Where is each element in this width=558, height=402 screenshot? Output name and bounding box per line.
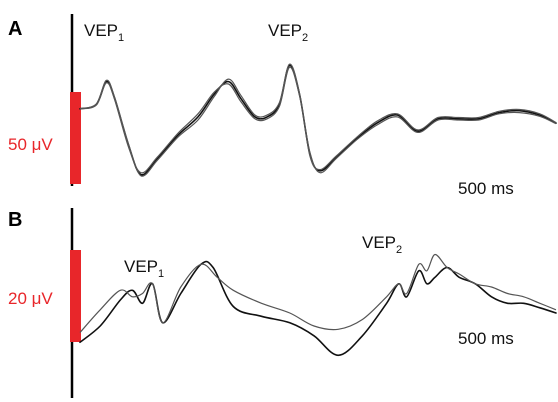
panel-b-scale-label: 20 μV (8, 289, 53, 308)
panel-a-traces (79, 63, 557, 177)
panel-a-scale-label: 50 μV (8, 135, 53, 154)
panel-a-time-label: 500 ms (458, 179, 514, 198)
panel-a-trace-1 (79, 64, 557, 176)
panel-a-vep1-label: VEP1 (84, 21, 124, 44)
panel-a-vep2-label: VEP2 (268, 21, 308, 44)
panel-b-vep2-label: VEP2 (362, 233, 402, 256)
panel-b-trace-2 (79, 253, 557, 333)
panel-b-vep1-label: VEP1 (124, 257, 164, 280)
panel-b: B 20 μV VEP1 VEP2 500 ms (8, 208, 557, 398)
panel-b-time-label: 500 ms (458, 329, 514, 348)
panel-a: A 50 μV VEP1 VEP2 500 ms (8, 14, 557, 198)
panel-b-scale-bar (70, 250, 81, 342)
panel-a-letter: A (8, 18, 22, 40)
panel-a-scale-bar (70, 92, 81, 184)
panel-a-trace-2 (79, 66, 557, 174)
panel-a-trace-3 (79, 63, 557, 177)
panel-b-traces (79, 253, 557, 357)
panel-b-letter: B (8, 209, 22, 231)
